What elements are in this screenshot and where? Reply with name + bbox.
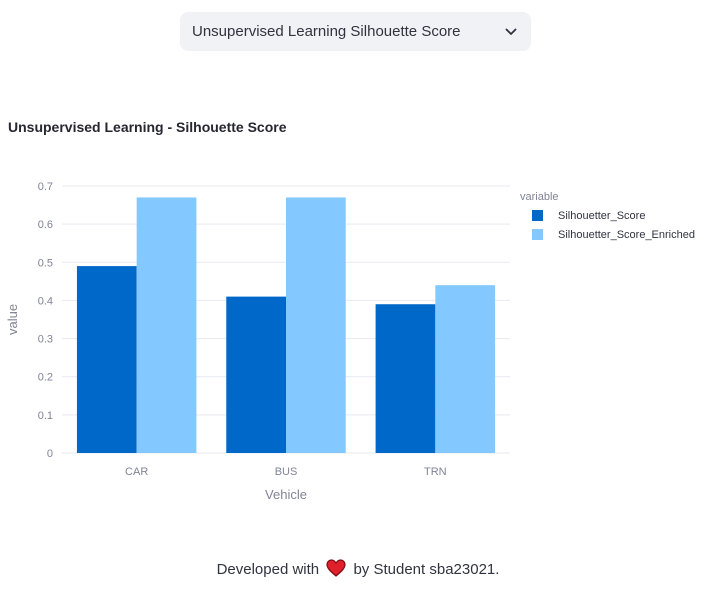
y-tick-label: 0.1: [38, 410, 53, 422]
y-tick-label: 0.7: [38, 181, 53, 193]
legend-swatch: [532, 210, 543, 221]
legend-label: Silhouetter_Score: [558, 210, 645, 222]
legend-swatch: [532, 229, 543, 240]
y-tick-label: 0.2: [38, 372, 53, 384]
bar-car-silhouetter_score_enriched: [136, 197, 197, 453]
footer: Developed with by Student sba23021.: [0, 559, 716, 581]
x-tick-label: BUS: [275, 466, 298, 478]
heart-icon: [326, 559, 346, 581]
chart-selector-dropdown[interactable]: Unsupervised Learning Silhouette Score: [180, 12, 531, 51]
bar-chart: 0 0.1 0.2 0.3 0.4 0.5 0.6 0.7 CAR BUS TRN Vehicle va…: [5, 181, 695, 502]
y-tick-label: 0.5: [38, 257, 53, 269]
chart-selector-value: Unsupervised Learning Silhouette Score: [192, 23, 461, 40]
bar-bus-silhouetter_score_enriched: [286, 197, 346, 453]
x-axis-title: Vehicle: [265, 487, 307, 502]
footer-suffix: by Student sba23021.: [353, 561, 500, 578]
bar-bus-silhouetter_score: [226, 296, 286, 453]
chart-title: Unsupervised Learning - Silhouette Score: [8, 119, 287, 135]
y-tick-label: 0.6: [38, 219, 53, 231]
x-tick-label: CAR: [125, 466, 148, 478]
legend-label: Silhouetter_Score_Enriched: [558, 229, 695, 241]
y-axis-title: value: [5, 304, 20, 335]
x-tick-label: TRN: [424, 466, 447, 478]
y-tick-label: 0: [47, 448, 53, 460]
y-tick-label: 0.4: [38, 295, 53, 307]
legend-title: variable: [520, 191, 559, 203]
bar-trn-silhouetter_score_enriched: [435, 285, 496, 453]
y-tick-label: 0.3: [38, 334, 53, 346]
footer-prefix: Developed with: [216, 561, 320, 578]
bar-trn-silhouetter_score: [375, 304, 436, 453]
chevron-down-icon: [503, 24, 519, 40]
bar-car-silhouetter_score: [76, 266, 137, 453]
